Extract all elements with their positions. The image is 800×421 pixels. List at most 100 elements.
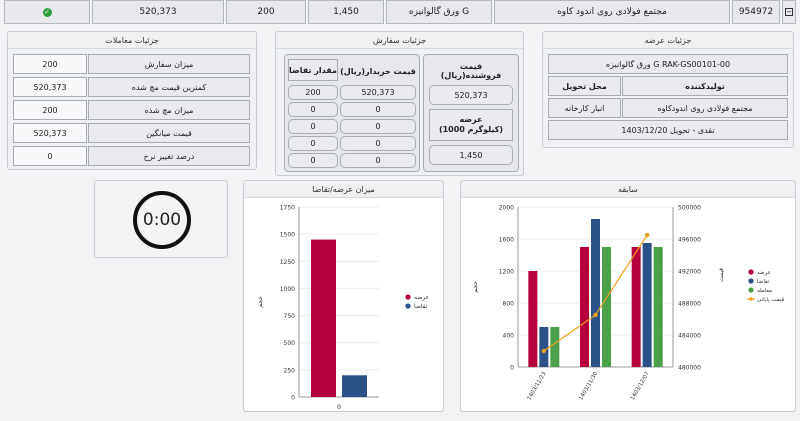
history-chart-panel: سابقه 0 400 800 1200 1600 2000 480000 484000 488…: [460, 180, 796, 412]
y-axis-label: حجم: [257, 296, 264, 308]
order-details-title: جزئیات سفارش: [276, 32, 523, 49]
supply-value: 1,450: [429, 145, 513, 165]
timer-panel: 0:00: [94, 180, 228, 258]
offer-details-title: جزئیات عرضه: [543, 32, 793, 49]
bar-عرضه: [311, 239, 336, 397]
legend-label: معامله: [757, 288, 772, 294]
x-tick-label: 0: [337, 404, 341, 411]
toggle-cell[interactable]: −: [782, 0, 796, 24]
y-tick-label: 400: [503, 333, 515, 340]
trade-row-5-label: درصد تغییر نرخ: [88, 146, 250, 166]
bar-تقاضا: [342, 375, 367, 397]
demand-label: مقدار تقاضا: [288, 59, 338, 81]
y-tick-label: 1200: [499, 269, 514, 276]
y-tick-label: 0: [510, 365, 514, 372]
y-axis-label: حجم: [472, 281, 479, 293]
seller-block: قیمت فروشنده(ریال) 520,373 عرضه (1000 کی…: [423, 54, 519, 172]
legend-label: عرضه: [414, 294, 429, 301]
x-tick-label: 1403/11/30: [578, 371, 599, 402]
legend-label: تقاضا: [414, 303, 428, 310]
price-point: [644, 232, 650, 238]
order-details-panel: جزئیات سفارش قیمت فروشنده(ریال) 520,373 …: [275, 31, 524, 176]
buyer-row-4-price[interactable]: 0: [340, 136, 416, 151]
trade-row-3-value: 200: [13, 100, 87, 120]
supply-demand-chart: 0 250 500 750 1000 1250 1500 1750 0 حجم عرضه تقاضا: [257, 205, 429, 412]
legend-label: تقاضا: [757, 279, 770, 285]
y-tick-label: 1250: [280, 259, 295, 266]
offer-terms: نقدی - تحویل 1403/12/20: [548, 120, 788, 140]
trade-row-1-value: 200: [13, 54, 87, 74]
offer-product: ورق گالوانیزه G RAK-GS00101-00: [548, 54, 788, 74]
trade-row-5-value: 0: [13, 146, 87, 166]
y2-tick-label: 484000: [678, 333, 701, 340]
buyer-row-2-qty[interactable]: 0: [288, 102, 338, 117]
y-tick-label: 250: [284, 367, 296, 374]
legend-line-marker: [749, 297, 753, 301]
price-point: [541, 348, 547, 354]
countdown-timer: 0:00: [133, 191, 191, 249]
price-cell: 1,450: [308, 0, 384, 24]
legend-swatch: [748, 269, 754, 275]
legend-label: عرضه: [757, 270, 771, 276]
y-tick-label: 2000: [499, 205, 514, 212]
y-tick-label: 750: [284, 313, 296, 320]
trade-row-1-label: میزان سفارش: [88, 54, 250, 74]
buyer-row-4-qty[interactable]: 0: [288, 136, 338, 151]
trade-details-title: جزئیات معاملات: [8, 32, 256, 49]
product-cell: ورق گالوانیزه G: [386, 0, 492, 24]
y-tick-label: 1600: [499, 237, 514, 244]
producer-value: مجتمع فولادی روی اندودکاوه: [622, 98, 788, 118]
buyer-row-5-qty[interactable]: 0: [288, 153, 338, 168]
y2-tick-label: 480000: [678, 365, 701, 372]
offer-details-panel: جزئیات عرضه ورق گالوانیزه G RAK-GS00101-…: [542, 31, 794, 148]
y-tick-label: 500: [284, 340, 296, 347]
buyer-row-3-qty[interactable]: 0: [288, 119, 338, 134]
bar-تقاضا: [539, 327, 549, 367]
seller-price-label: قیمت فروشنده(ریال): [440, 62, 502, 80]
delivery-label: محل تحویل: [548, 76, 621, 96]
trade-row-2-value: 520,373: [13, 77, 87, 97]
trade-row-2-label: کمترین قیمت مچ شده: [88, 77, 250, 97]
y2-tick-label: 496000: [678, 237, 701, 244]
minus-square-icon[interactable]: −: [785, 8, 793, 16]
check-circle-icon: ✓: [42, 7, 52, 17]
buyer-price-label: قیمت خریدار(ریال): [340, 66, 416, 76]
y-tick-label: 1000: [280, 286, 295, 293]
buyer-row-1-price[interactable]: 520,373: [340, 85, 416, 100]
bar-تقاضا: [591, 219, 600, 367]
seller-price-value: 520,373: [429, 85, 513, 105]
trade-details-panel: جزئیات معاملات میزان سفارش 200 کمترین قی…: [7, 31, 257, 170]
buyer-row-2-price[interactable]: 0: [340, 102, 416, 117]
bar-معامله: [550, 327, 560, 367]
bar-تقاضا: [642, 243, 652, 367]
bar-عرضه: [528, 271, 538, 367]
legend-swatch: [748, 287, 754, 293]
supply-demand-chart-title: میزان عرضه/تقاضا: [244, 181, 443, 198]
amount-cell: 520,373: [92, 0, 224, 24]
trade-row-4-value: 520,373: [13, 123, 87, 143]
y2-tick-label: 488000: [678, 301, 701, 308]
bar-عرضه: [631, 247, 641, 367]
legend-swatch: [405, 294, 411, 300]
producer-label: تولیدکننده: [622, 76, 788, 96]
trade-row-3-label: میزان مچ شده: [88, 100, 250, 120]
y2-tick-label: 500000: [678, 205, 701, 212]
y-tick-label: 1750: [280, 205, 295, 212]
trade-row-4-label: قیمت میانگین: [88, 123, 250, 143]
buyer-row-3-price[interactable]: 0: [340, 119, 416, 134]
buyer-row-5-price[interactable]: 0: [340, 153, 416, 168]
y2-axis-label: قیمت: [718, 268, 725, 282]
qty-cell: 200: [226, 0, 306, 24]
status-cell: ✓: [4, 0, 90, 24]
price-point: [593, 312, 598, 318]
y-tick-label: 0: [291, 395, 295, 402]
bar-عرضه: [580, 247, 589, 367]
y-tick-label: 800: [503, 301, 515, 308]
buyer-block: قیمت خریدار(ریال) مقدار تقاضا 520,373 20…: [284, 54, 420, 172]
history-chart: 0 400 800 1200 1600 2000 480000 484000 488000 492…: [472, 205, 785, 402]
buyer-row-1-qty[interactable]: 200: [288, 85, 338, 100]
supply-demand-chart-panel: میزان عرضه/تقاضا 0 250 500 750 1000 1250 1500 1…: [243, 180, 444, 412]
id-cell: 954972: [732, 0, 780, 24]
title-cell: مجتمع فولادی روی اندود کاوه: [494, 0, 730, 24]
x-tick-label: 1403/12/07: [630, 371, 651, 402]
